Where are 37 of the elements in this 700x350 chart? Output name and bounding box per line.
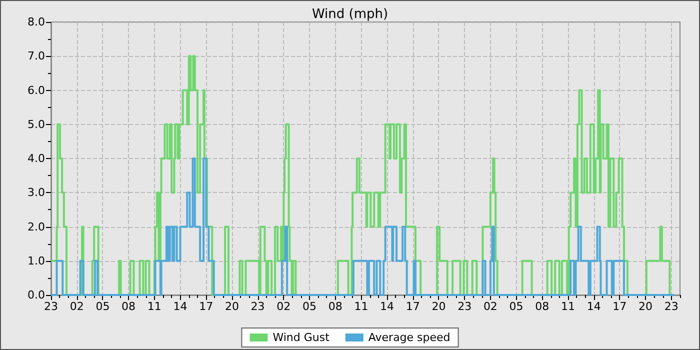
x-tick-label: 17: [612, 300, 627, 313]
x-tick-label: 02: [70, 300, 84, 313]
x-tick-label: 20: [432, 300, 446, 313]
x-tick-label: 08: [122, 300, 136, 313]
x-tick-label: 23: [664, 300, 678, 313]
x-tick-label: 02: [276, 300, 291, 313]
x-tick-label: 14: [586, 300, 601, 313]
x-tick-label: 02: [483, 300, 498, 313]
y-tick-label: 1.0: [28, 254, 45, 268]
x-tick-label: 20: [638, 300, 653, 313]
x-tick-label: 23: [250, 300, 265, 313]
x-tick-label: 05: [96, 300, 110, 313]
y-tick-label: 7.0: [28, 50, 45, 63]
x-tick-label: 23: [458, 300, 472, 313]
legend-label: Average speed: [368, 331, 450, 344]
y-tick-label: 5.0: [28, 118, 45, 131]
y-tick-label: 8.0: [28, 16, 45, 28]
x-tick-label: 11: [560, 300, 575, 313]
x-tick-label: 20: [224, 300, 239, 313]
y-tick-label: 4.0: [28, 152, 45, 165]
x-tick-label: 05: [509, 300, 524, 313]
y-tick-label: 3.0: [28, 186, 45, 200]
x-tick-label: 08: [328, 300, 342, 313]
y-tick-label: 6.0: [28, 84, 45, 97]
x-tick-label: 11: [354, 300, 368, 313]
x-tick-label: 23: [44, 300, 58, 313]
chart-title: Wind (mph): [312, 7, 388, 22]
x-tick-label: 05: [302, 300, 316, 313]
x-tick-label: 08: [535, 300, 550, 313]
x-tick-label: 14: [380, 300, 394, 313]
x-tick-label: 11: [147, 300, 162, 313]
legend-label: Wind Gust: [272, 331, 330, 344]
y-tick-label: 0.0: [28, 288, 45, 302]
x-tick-label: 17: [199, 300, 214, 313]
x-tick-label: 14: [173, 300, 188, 313]
x-tick-label: 17: [406, 300, 420, 313]
y-tick-label: 2.0: [28, 220, 45, 234]
